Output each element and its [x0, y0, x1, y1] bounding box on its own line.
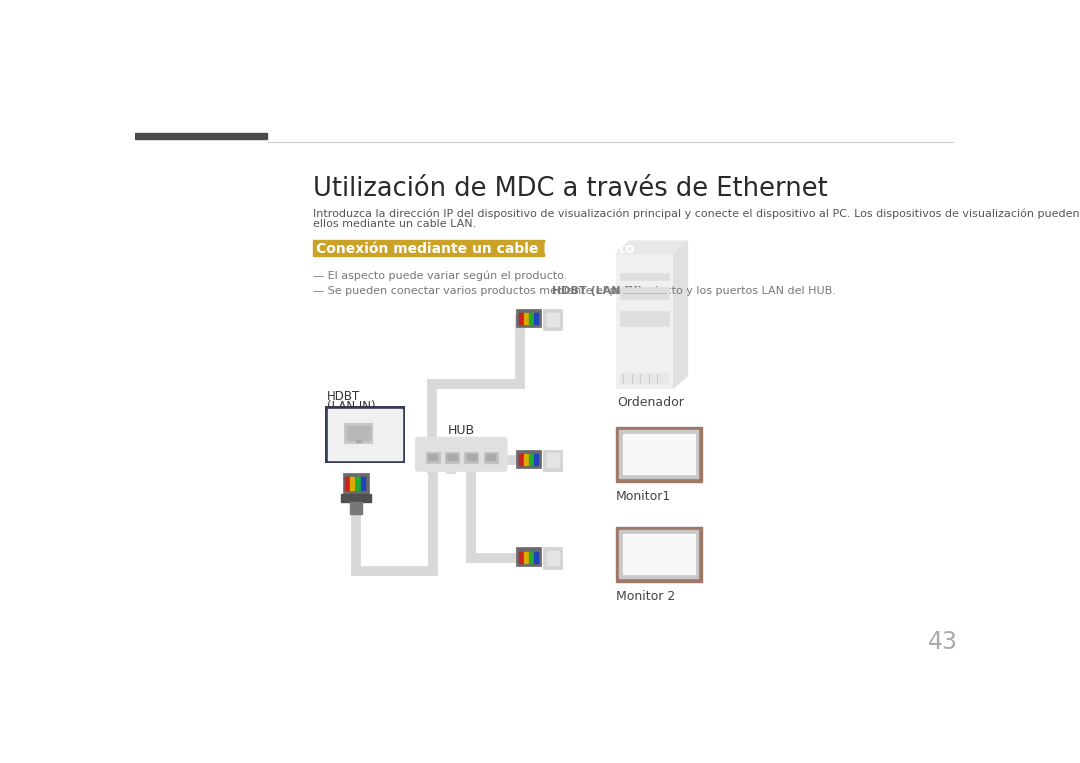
Bar: [619, 430, 699, 478]
Bar: [356, 478, 360, 491]
Bar: [362, 478, 365, 491]
Bar: [135, 133, 267, 140]
Bar: [345, 478, 349, 491]
Bar: [347, 426, 369, 439]
Bar: [342, 473, 369, 494]
Bar: [620, 287, 669, 299]
Text: — Se pueden conectar varios productos mediante el puerto: — Se pueden conectar varios productos me…: [313, 286, 650, 296]
Bar: [620, 311, 669, 327]
Text: HDBT: HDBT: [327, 391, 361, 404]
Bar: [616, 427, 702, 482]
Bar: [623, 434, 694, 475]
Text: ellos mediante un cable LAN.: ellos mediante un cable LAN.: [313, 219, 476, 229]
Bar: [428, 454, 437, 460]
Bar: [484, 452, 498, 462]
Text: HDBT (LAN IN): HDBT (LAN IN): [552, 286, 643, 296]
Bar: [518, 314, 523, 324]
Bar: [616, 253, 674, 388]
Bar: [345, 423, 373, 443]
Bar: [325, 406, 405, 463]
Bar: [543, 309, 562, 330]
Bar: [543, 449, 562, 472]
Polygon shape: [616, 241, 688, 253]
Bar: [616, 526, 702, 582]
Bar: [620, 372, 669, 384]
Text: Ordenador: Ordenador: [618, 396, 685, 409]
Bar: [516, 449, 541, 468]
Text: Monitor 2: Monitor 2: [616, 590, 675, 603]
Text: Utilización de MDC a través de Ethernet: Utilización de MDC a través de Ethernet: [313, 176, 828, 202]
Bar: [534, 314, 538, 324]
Bar: [546, 453, 559, 467]
Text: 43: 43: [928, 629, 958, 654]
Bar: [524, 454, 527, 465]
Bar: [356, 439, 361, 442]
Bar: [534, 454, 538, 465]
Bar: [467, 454, 476, 460]
Bar: [546, 551, 559, 565]
Bar: [328, 409, 402, 460]
Bar: [486, 454, 496, 460]
Bar: [447, 454, 457, 460]
Text: Introduzca la dirección IP del dispositivo de visualización principal y conecte : Introduzca la dirección IP del dispositi…: [313, 208, 1080, 219]
Text: — El aspecto puede variar según el producto.: — El aspecto puede variar según el produ…: [313, 271, 567, 282]
Bar: [529, 314, 532, 324]
Bar: [445, 452, 459, 462]
Text: (LAN IN): (LAN IN): [327, 400, 376, 413]
Bar: [516, 309, 541, 327]
Bar: [534, 552, 538, 563]
Bar: [620, 272, 669, 280]
Bar: [464, 452, 478, 462]
Text: Conexión mediante un cable LAN directo: Conexión mediante un cable LAN directo: [316, 242, 635, 256]
Bar: [341, 494, 370, 502]
Bar: [529, 454, 532, 465]
Bar: [524, 314, 527, 324]
FancyBboxPatch shape: [416, 437, 507, 472]
Bar: [313, 240, 544, 256]
Bar: [623, 534, 694, 575]
Bar: [350, 478, 354, 491]
Bar: [426, 452, 440, 462]
Bar: [529, 552, 532, 563]
Bar: [350, 502, 362, 513]
Bar: [524, 552, 527, 563]
Bar: [516, 547, 541, 566]
Bar: [518, 454, 523, 465]
Text: Monitor1: Monitor1: [616, 490, 671, 503]
Bar: [619, 530, 699, 578]
Text: HUB: HUB: [448, 424, 475, 437]
Bar: [543, 547, 562, 569]
Bar: [546, 313, 559, 327]
Text: del producto y los puertos LAN del HUB.: del producto y los puertos LAN del HUB.: [609, 286, 836, 296]
Bar: [518, 552, 523, 563]
Polygon shape: [674, 241, 688, 388]
